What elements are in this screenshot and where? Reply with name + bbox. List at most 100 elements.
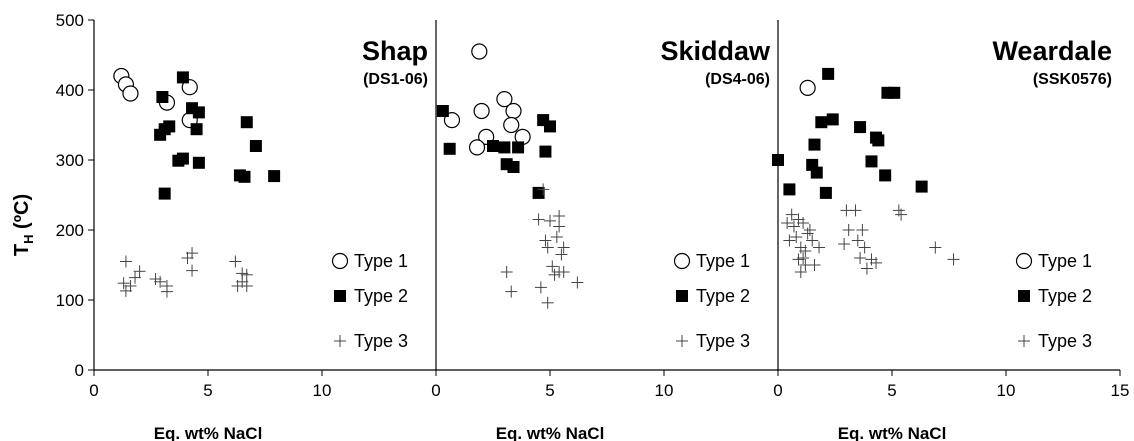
data-point bbox=[826, 113, 839, 126]
legend-label: Type 1 bbox=[354, 251, 408, 271]
legend-marker bbox=[1015, 252, 1033, 270]
data-point bbox=[249, 140, 262, 152]
data-point bbox=[553, 220, 566, 233]
data-point bbox=[888, 86, 901, 99]
legend-marker bbox=[1018, 335, 1030, 347]
y-tick-label: 500 bbox=[56, 11, 84, 30]
x-axis-label: Eq. wt% NaCl bbox=[496, 424, 605, 441]
legend-marker bbox=[676, 290, 688, 302]
data-point bbox=[487, 140, 499, 152]
data-point bbox=[240, 268, 253, 281]
data-point bbox=[192, 156, 205, 169]
data-point bbox=[119, 255, 132, 268]
data-point bbox=[505, 102, 522, 120]
x-tick-label: 15 bbox=[1111, 381, 1130, 400]
data-point bbox=[436, 105, 449, 117]
legend-label: Type 3 bbox=[354, 331, 408, 351]
y-tick-label: 400 bbox=[56, 81, 84, 100]
data-point bbox=[550, 231, 563, 243]
data-point bbox=[507, 161, 520, 173]
data-point bbox=[534, 281, 547, 294]
data-point bbox=[160, 285, 173, 298]
data-point bbox=[443, 142, 456, 155]
x-tick-label: 10 bbox=[997, 381, 1016, 400]
legend-label: Type 1 bbox=[1038, 251, 1092, 271]
data-point bbox=[838, 238, 851, 250]
data-point bbox=[498, 141, 511, 154]
data-point bbox=[895, 208, 908, 221]
data-point bbox=[156, 91, 169, 103]
x-tick-label: 5 bbox=[887, 381, 896, 400]
x-tick-label: 10 bbox=[655, 381, 674, 400]
data-point bbox=[557, 266, 570, 278]
panel-title: Shap bbox=[362, 36, 428, 66]
data-point bbox=[797, 217, 810, 229]
panel-subtitle: (DS1-06) bbox=[363, 71, 428, 88]
data-point bbox=[158, 187, 171, 200]
legend-label: Type 3 bbox=[696, 331, 750, 351]
legend-label: Type 3 bbox=[1038, 331, 1092, 351]
y-tick-label: 300 bbox=[56, 151, 84, 170]
legend-marker bbox=[673, 252, 691, 270]
data-point bbox=[512, 141, 525, 154]
y-axis-label-subscript: H bbox=[21, 235, 36, 244]
data-point bbox=[947, 253, 960, 266]
data-point bbox=[129, 271, 142, 284]
data-point bbox=[772, 154, 784, 166]
data-point bbox=[819, 186, 832, 199]
data-point bbox=[119, 284, 132, 297]
data-point bbox=[539, 145, 552, 158]
data-point bbox=[854, 121, 867, 134]
data-point bbox=[929, 241, 942, 254]
legend-marker bbox=[331, 252, 349, 270]
data-point bbox=[532, 213, 545, 226]
data-point bbox=[473, 102, 490, 120]
data-point bbox=[553, 210, 566, 222]
data-point bbox=[849, 204, 862, 217]
data-point bbox=[537, 183, 550, 196]
data-point bbox=[505, 285, 518, 298]
legend-label: Type 1 bbox=[696, 251, 750, 271]
data-point bbox=[854, 252, 867, 264]
data-point bbox=[154, 128, 167, 141]
x-tick-label: 0 bbox=[431, 381, 440, 400]
data-point bbox=[231, 280, 244, 292]
data-point bbox=[149, 273, 162, 285]
data-point bbox=[268, 170, 281, 183]
data-point bbox=[122, 85, 139, 102]
y-tick-label: 0 bbox=[75, 361, 84, 380]
data-point bbox=[176, 71, 189, 84]
legend-label: Type 2 bbox=[354, 286, 408, 306]
data-point bbox=[870, 256, 883, 269]
y-tick-label: 100 bbox=[56, 291, 84, 310]
data-point bbox=[860, 262, 873, 275]
data-point bbox=[546, 260, 559, 273]
data-point bbox=[541, 296, 554, 309]
x-tick-label: 0 bbox=[773, 381, 782, 400]
legend-label: Type 2 bbox=[696, 286, 750, 306]
data-point bbox=[915, 180, 928, 193]
legend-marker bbox=[334, 335, 346, 347]
marks-layer bbox=[113, 43, 960, 309]
data-point bbox=[548, 268, 561, 281]
x-tick-label: 10 bbox=[313, 381, 332, 400]
data-point bbox=[783, 234, 796, 247]
panel-title: Weardale bbox=[992, 36, 1112, 66]
legend-marker bbox=[676, 335, 688, 347]
x-tick-label: 5 bbox=[203, 381, 212, 400]
data-point bbox=[544, 214, 556, 227]
panel-subtitle: (SSK0576) bbox=[1033, 71, 1112, 88]
data-point bbox=[803, 224, 816, 236]
legend-marker bbox=[1018, 290, 1030, 302]
data-point bbox=[500, 266, 513, 278]
legend-marker bbox=[334, 290, 346, 302]
y-axis-label: TH (ºC) bbox=[11, 194, 36, 256]
data-point bbox=[468, 139, 486, 156]
data-point bbox=[555, 248, 568, 261]
data-point bbox=[124, 280, 137, 292]
data-point bbox=[792, 253, 805, 266]
data-point bbox=[813, 241, 826, 254]
data-point bbox=[557, 241, 570, 254]
